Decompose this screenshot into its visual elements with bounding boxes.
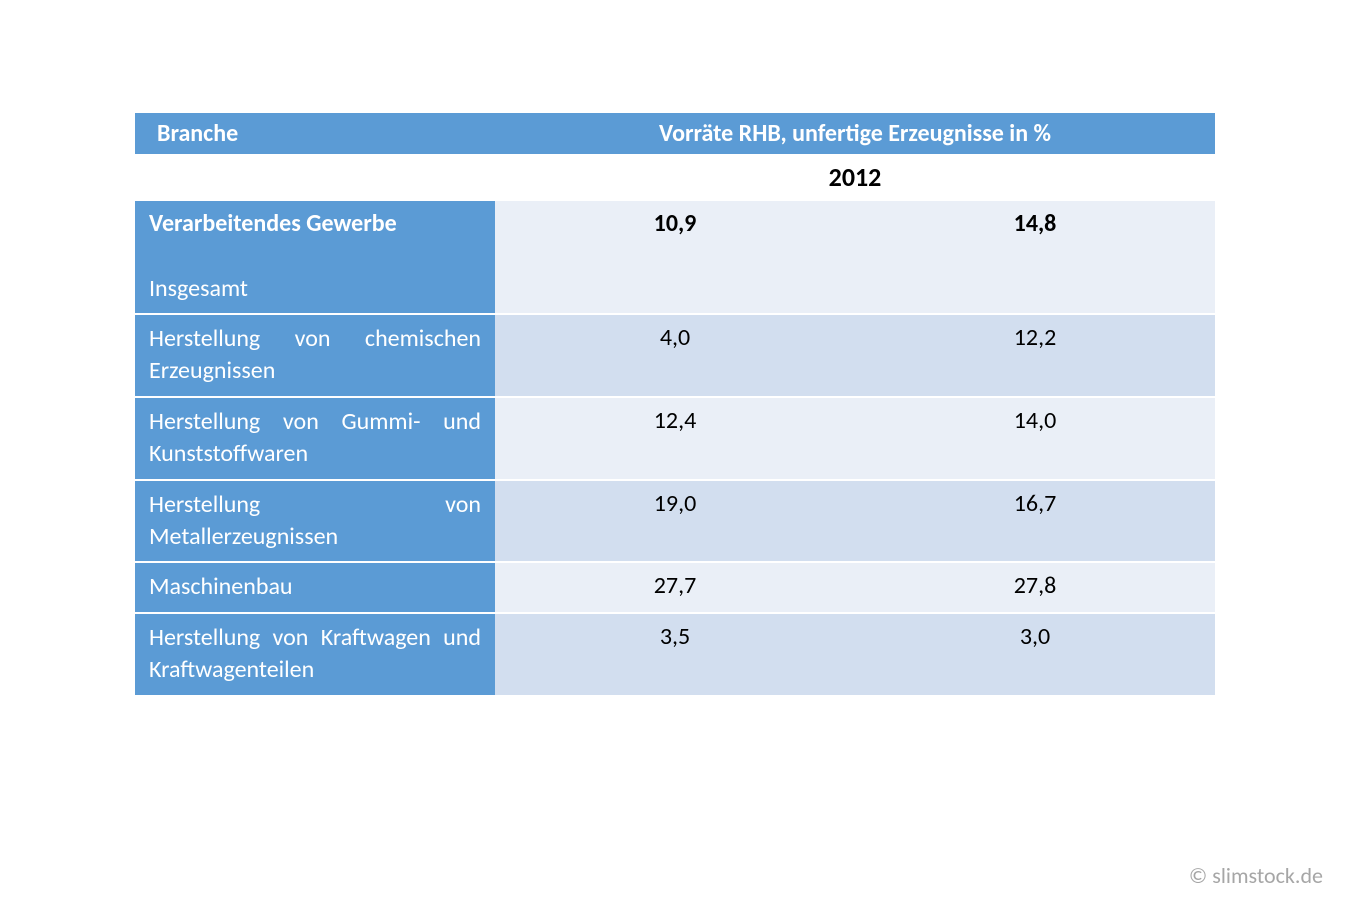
cell-v2: 27,8 — [855, 562, 1215, 612]
col-header-branche: Branche — [135, 113, 495, 156]
cell-v1: 12,4 — [495, 397, 855, 480]
cell-total-v2: 14,8 — [855, 200, 1215, 314]
table-container: BrancheVorräte RHB, unfertige Erzeugniss… — [135, 113, 1215, 695]
row-label: Herstellung von Kraftwagen und Kraftwage… — [135, 613, 495, 695]
cell-v1: 3,5 — [495, 613, 855, 695]
year-label: 2012 — [495, 156, 1215, 201]
data-table: BrancheVorräte RHB, unfertige Erzeugniss… — [135, 113, 1215, 695]
row-label: Herstellung von chemischen Erzeugnissen — [135, 314, 495, 397]
cell-total-v1: 10,9 — [495, 200, 855, 314]
cell-v2: 14,0 — [855, 397, 1215, 480]
row-label: Herstellung von Gummi- und Kunststoffwar… — [135, 397, 495, 480]
cell-v2: 12,2 — [855, 314, 1215, 397]
cell-v1: 4,0 — [495, 314, 855, 397]
cell-v1: 27,7 — [495, 562, 855, 612]
cell-v1: 19,0 — [495, 480, 855, 563]
cell-v2: 3,0 — [855, 613, 1215, 695]
row-label-total: Verarbeitendes GewerbeInsgesamt — [135, 200, 495, 314]
footer-credit: © slimstock.de — [1189, 862, 1323, 889]
row-label: Maschinenbau — [135, 562, 495, 612]
year-spacer — [135, 156, 495, 201]
col-header-vorraete: Vorräte RHB, unfertige Erzeugnisse in % — [495, 113, 1215, 156]
cell-v2: 16,7 — [855, 480, 1215, 563]
row-label: Herstellung von Metallerzeugnissen — [135, 480, 495, 563]
